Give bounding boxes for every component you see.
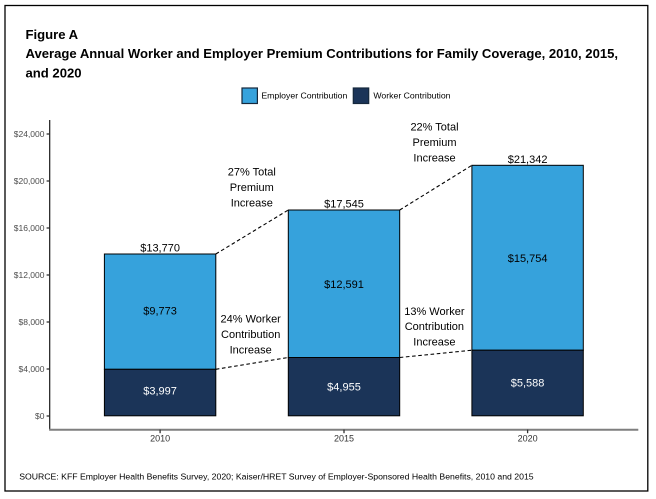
- svg-text:$16,000: $16,000: [14, 223, 45, 233]
- svg-text:$24,000: $24,000: [14, 129, 45, 139]
- svg-text:Increase: Increase: [413, 152, 455, 164]
- svg-text:2020: 2020: [518, 434, 538, 444]
- svg-text:22% Total: 22% Total: [410, 122, 458, 134]
- svg-text:$5,588: $5,588: [511, 377, 545, 389]
- svg-text:$15,754: $15,754: [508, 253, 548, 265]
- svg-text:$17,545: $17,545: [324, 199, 364, 211]
- svg-text:SOURCE: KFF Employer Health Be: SOURCE: KFF Employer Health Benefits Sur…: [19, 472, 534, 482]
- svg-text:$8,000: $8,000: [19, 317, 45, 327]
- svg-text:$12,591: $12,591: [324, 279, 364, 291]
- svg-text:13% Worker: 13% Worker: [404, 306, 465, 318]
- svg-text:Premium: Premium: [412, 137, 456, 149]
- svg-text:Contribution: Contribution: [405, 321, 464, 333]
- svg-text:2015: 2015: [334, 434, 354, 444]
- svg-text:$13,770: $13,770: [140, 243, 180, 255]
- svg-text:Figure A: Figure A: [26, 27, 79, 42]
- svg-text:27% Total: 27% Total: [228, 167, 276, 179]
- svg-text:Contribution: Contribution: [221, 329, 280, 341]
- svg-text:$4,955: $4,955: [327, 382, 361, 394]
- svg-text:Average Annual Worker and Empl: Average Annual Worker and Employer Premi…: [26, 46, 619, 61]
- svg-text:2010: 2010: [150, 434, 170, 444]
- svg-text:Employer Contribution: Employer Contribution: [261, 90, 347, 100]
- svg-text:$3,997: $3,997: [143, 386, 177, 398]
- svg-text:$4,000: $4,000: [19, 364, 45, 374]
- svg-text:$12,000: $12,000: [14, 270, 45, 280]
- svg-text:$0: $0: [35, 411, 45, 421]
- svg-text:Worker Contribution: Worker Contribution: [373, 90, 450, 100]
- svg-text:Premium: Premium: [230, 182, 274, 194]
- svg-text:$20,000: $20,000: [14, 176, 45, 186]
- svg-text:$21,342: $21,342: [508, 154, 548, 166]
- svg-text:Increase: Increase: [230, 345, 272, 357]
- svg-text:Increase: Increase: [413, 337, 455, 349]
- svg-text:$9,773: $9,773: [143, 305, 177, 317]
- svg-text:Increase: Increase: [231, 197, 273, 209]
- svg-text:and 2020: and 2020: [26, 66, 82, 81]
- svg-text:24% Worker: 24% Worker: [221, 314, 282, 326]
